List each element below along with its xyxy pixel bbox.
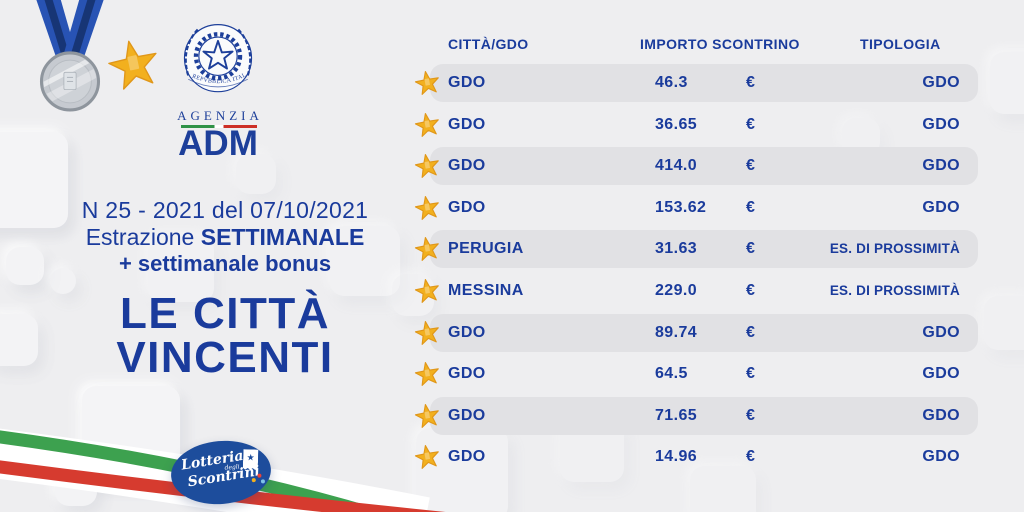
citta-cell: GDO [448,406,486,424]
column-header-citta: CITTÀ/GDO [448,36,529,52]
citta-cell: GDO [448,198,486,216]
table-row: GDO 14.96 € GDO [414,438,978,476]
background-tile [984,296,1024,350]
draw-type-bold: SETTIMANALE [200,224,365,250]
receipt-icon: ★ [243,449,259,472]
tipologia-cell: ES. DI PROSSIMITÀ [829,241,960,257]
table-row: GDO 71.65 € GDO [414,396,978,435]
confetti-dot [260,479,266,484]
tipologia-cell: GDO [922,115,960,133]
tipologia-cell: GDO [922,323,960,341]
star-icon [414,189,441,227]
tipologia-cell: ES. DI PROSSIMITÀ [829,282,960,298]
title-line-2: VINCENTI [116,333,334,382]
background-tile [82,386,180,484]
italy-emblem-icon: REPVBBLICA ITALIANA [177,16,253,93]
citta-cell: GDO [448,323,486,341]
tipologia-cell: GDO [922,74,960,91]
citta-cell: GDO [448,74,486,91]
importo-cell: 31.63 [655,240,698,258]
table-header: CITTÀ/GDO IMPORTO SCONTRINO TIPOLOGIA [0,36,1024,54]
importo-cell: 71.65 [655,406,698,424]
currency-symbol: € [746,74,756,91]
page-title: LE CITTÀ VINCENTI [30,292,420,380]
column-header-tipologia: TIPOLOGIA [860,36,941,52]
title-line-1: LE CITTÀ [120,289,330,338]
currency-symbol: € [746,240,756,258]
citta-cell: GDO [448,157,486,175]
citta-cell: MESSINA [448,281,524,299]
tipologia-cell: GDO [922,198,960,216]
currency-symbol: € [746,157,756,175]
star-icon [414,147,441,185]
star-icon [414,314,441,352]
star-icon [414,230,441,268]
importo-cell: 64.5 [655,365,688,383]
star-icon [414,355,441,393]
draw-type-line: Estrazione SETTIMANALE [30,224,420,251]
table-row: GDO 46.3 € GDO [414,64,978,102]
currency-symbol: € [746,448,756,466]
tipologia-cell: GDO [922,448,960,466]
star-icon [414,106,441,144]
importo-cell: 36.65 [655,115,698,133]
star-icon [414,64,441,102]
star-icon [414,438,441,476]
background-tile [55,464,97,506]
currency-symbol: € [746,198,756,216]
medal-icon [34,0,104,112]
table-row: GDO 64.5 € GDO [414,355,978,393]
background-tile [990,52,1024,114]
confetti-dot [257,473,262,478]
currency-symbol: € [746,406,756,424]
table-row: GDO 89.74 € GDO [414,313,978,352]
table-row: MESSINA 229.0 € ES. DI PROSSIMITÀ [414,272,978,310]
citta-cell: GDO [448,115,486,133]
importo-cell: 46.3 [655,74,688,91]
table-rows: GDO 46.3 € GDO GDO 36.65 € GDO GDO 414.0 € GDO GDO 15… [414,64,978,480]
lotteria-scontrini-logo: Lotteria degli Scontrini ★ [168,436,274,509]
tricolor-underline [181,125,257,128]
importo-cell: 229.0 [655,281,698,299]
draw-bonus-line: + settimanale bonus [118,251,332,276]
agenzia-label: AGENZIA [177,108,263,123]
table-row: GDO 36.65 € GDO [414,106,978,144]
importo-cell: 414.0 [655,157,698,175]
star-icon [414,397,441,435]
table-row: GDO 153.62 € GDO [414,189,978,227]
table-row: PERUGIA 31.63 € ES. DI PROSSIMITÀ [414,230,978,269]
star-icon [414,272,441,310]
table-row: GDO 414.0 € GDO [414,147,978,186]
adm-label: ADM [178,124,258,163]
currency-symbol: € [746,115,756,133]
confetti-dot [251,478,256,483]
column-header-importo: IMPORTO SCONTRINO [640,36,800,52]
citta-cell: PERUGIA [448,240,524,258]
tipologia-cell: GDO [922,406,960,424]
importo-cell: 14.96 [655,448,698,466]
tipologia-cell: GDO [922,365,960,383]
draw-number-line: N 25 - 2021 del 07/10/2021 [81,197,369,223]
importo-cell: 89.74 [655,323,698,341]
currency-symbol: € [746,281,756,299]
currency-symbol: € [746,365,756,383]
draw-type-regular: Estrazione [85,224,201,250]
importo-cell: 153.62 [655,198,707,216]
citta-cell: GDO [448,365,486,383]
currency-symbol: € [746,323,756,341]
tipologia-cell: GDO [922,157,960,175]
star-icon [108,40,157,90]
citta-cell: GDO [448,448,486,466]
